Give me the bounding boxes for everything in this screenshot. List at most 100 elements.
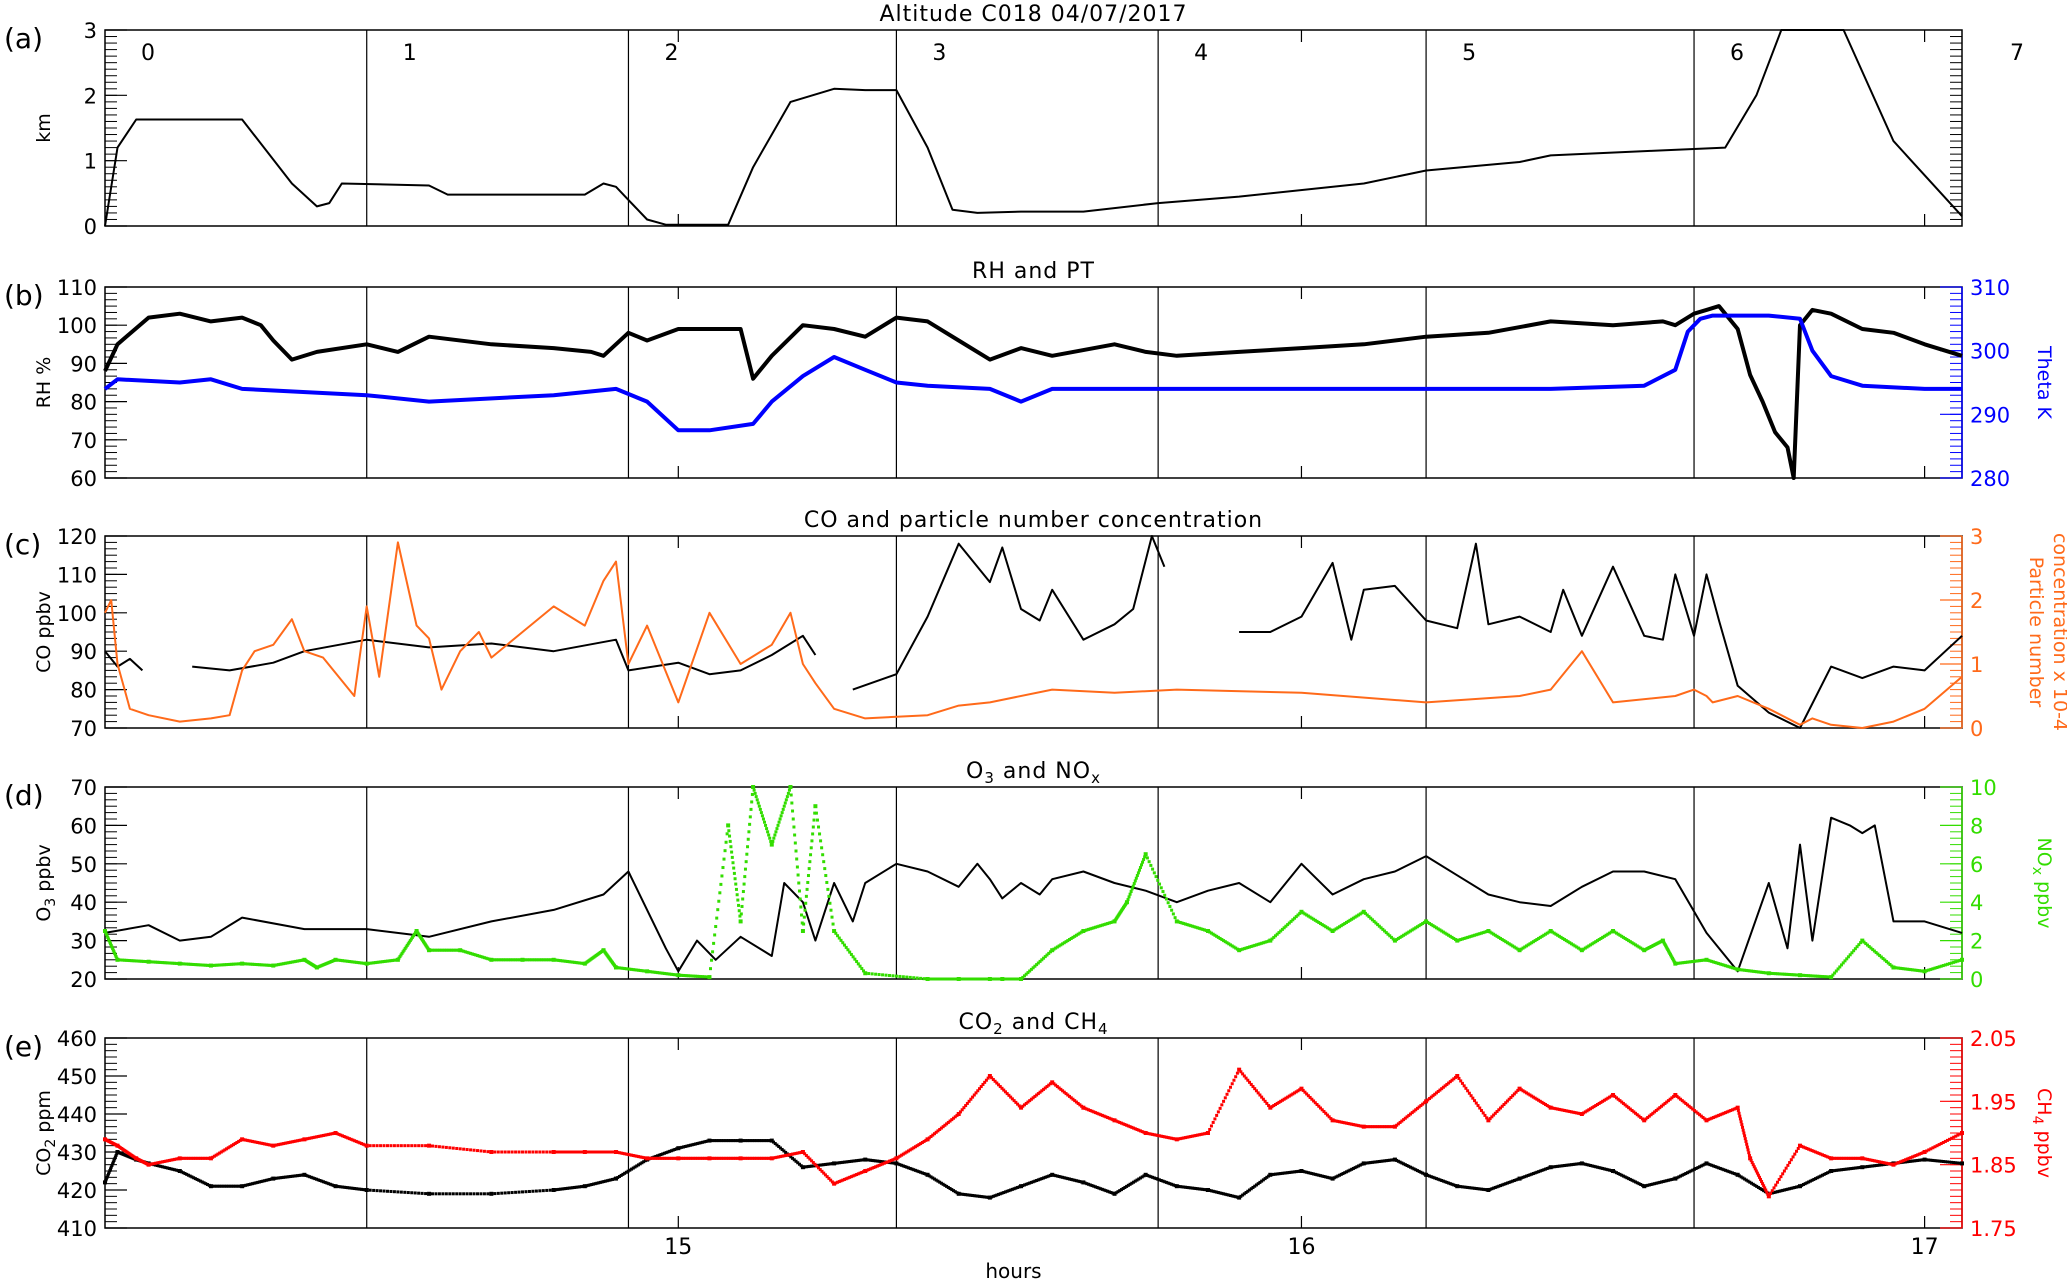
data-point [834,1181,838,1185]
data-point [877,973,881,977]
data-point [626,1169,630,1173]
data-point [855,1173,859,1177]
data-point [796,1161,800,1165]
data-point [1258,1093,1262,1097]
data-point [701,975,705,979]
data-point [202,1156,206,1160]
data-point [676,973,681,978]
data-point [413,1191,417,1195]
data-point [633,1165,637,1169]
data-point [1571,943,1575,947]
data-point [1937,965,1941,969]
data-point [1516,1088,1520,1092]
data-point [952,1189,956,1193]
data-point [586,1183,590,1187]
data-point [545,1150,549,1154]
data-point [1003,1190,1007,1194]
data-point [1338,1173,1342,1177]
data-point [375,960,379,964]
data-point [877,1159,881,1163]
data-point [1054,1174,1058,1178]
data-point [870,1158,874,1162]
x-axis-label: hours [985,1259,1041,1280]
data-point [379,960,383,964]
data-point [1261,1178,1265,1182]
data-point [810,1164,814,1168]
data-point [302,1137,307,1142]
data-point [488,957,492,961]
data-point [1720,1167,1724,1171]
data-point [808,1164,812,1168]
data-point [1374,1160,1378,1164]
data-point [727,1139,731,1143]
data-point [1343,922,1347,926]
plot-frame [104,535,1963,729]
data-point [659,1156,663,1160]
data-point [1656,1181,1660,1185]
data-point [1853,1166,1857,1170]
data-point [1772,972,1776,976]
data-point [1585,1109,1589,1113]
data-point [1564,939,1568,943]
data-point [534,1150,538,1154]
data-point [1817,974,1821,978]
data-point [559,1187,563,1191]
data-point [1424,1099,1429,1104]
data-point [1587,1108,1591,1112]
data-point [1568,1163,1572,1167]
data-point [1398,1160,1402,1164]
data-point [1684,1172,1688,1176]
data-point [1131,884,1135,888]
data-point [1931,1146,1935,1150]
data-point [783,801,787,805]
data-point [1929,967,1933,971]
data-point [725,1139,729,1143]
data-point [813,811,817,815]
data-point [1365,913,1369,917]
data-point [628,967,632,971]
data-point [282,1142,286,1146]
data-point [808,860,812,864]
data-point [925,1137,930,1142]
data-point [247,1139,251,1143]
data-point [740,904,744,908]
data-point [1745,1145,1749,1149]
data-point [823,867,827,871]
data-point [1021,975,1025,979]
data-point [507,958,511,962]
data-point [1616,932,1620,936]
data-point [704,975,708,979]
data-point [1658,1180,1662,1184]
data-point [1743,1137,1747,1141]
data-point [1663,1101,1667,1105]
data-point [1907,967,1911,971]
data-point [1563,938,1567,942]
data-point [278,1142,282,1146]
data-point [740,1156,744,1160]
data-point [109,943,113,947]
data-point [1531,1095,1535,1099]
data-point [726,823,731,828]
data-point [1085,1107,1089,1111]
data-point [1644,1117,1648,1121]
data-point [223,1148,227,1152]
data-point [1228,943,1232,947]
data-point [1092,1110,1096,1114]
data-point [529,958,533,962]
data-point [1109,1191,1113,1195]
data-point [1415,1169,1419,1173]
data-point [221,1149,225,1153]
data-point [1358,1163,1362,1167]
data-point [836,1161,840,1165]
data-point [373,961,377,965]
data-point [1922,969,1927,974]
data-point [874,1159,878,1163]
y-tick-label: 1 [84,150,97,174]
data-point [956,1112,961,1116]
data-point [969,1193,973,1197]
data-point [666,972,670,976]
data-point [1517,1086,1522,1091]
data-point [1135,1178,1139,1182]
data-point [1095,1111,1099,1115]
data-point [809,853,813,857]
